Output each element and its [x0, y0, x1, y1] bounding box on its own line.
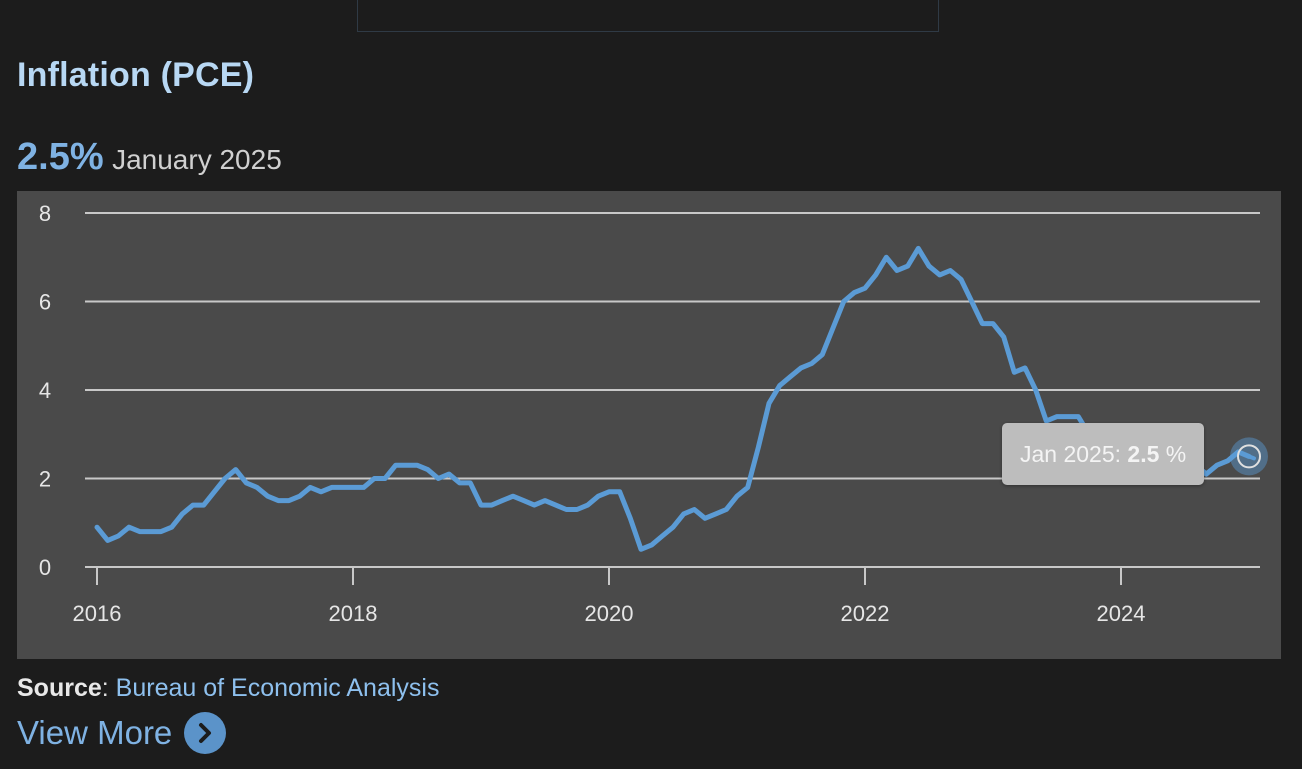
- y-tick-label: 2: [39, 467, 51, 492]
- x-axis-ticks: 2016 2018 2020 2022 2024: [73, 567, 1146, 626]
- hover-marker-group: [1230, 437, 1268, 476]
- hover-point-dash: [1242, 452, 1256, 461]
- source-link[interactable]: Bureau of Economic Analysis: [115, 674, 440, 702]
- source-line: Source: Bureau of Economic Analysis: [17, 674, 439, 703]
- x-tick-label: 2016: [73, 601, 122, 626]
- hover-point-ring: [1237, 444, 1261, 469]
- headline-value: 2.5%: [17, 136, 104, 178]
- y-axis-ticks: 0 2 4 6 8: [39, 201, 51, 580]
- source-label: Source: [17, 674, 102, 702]
- x-tick-label: 2022: [841, 601, 890, 626]
- series-group: [94, 245, 1252, 552]
- series-line-0: [94, 245, 1252, 552]
- tooltip-value: 2.5: [1127, 441, 1160, 467]
- chart-tooltip: Jan 2025: 2.5 %: [1002, 423, 1205, 485]
- view-more-label[interactable]: View More: [17, 714, 173, 751]
- source-separator: :: [101, 674, 116, 702]
- tooltip-label: Jan 2025:: [1020, 441, 1128, 467]
- y-tick-label: 6: [39, 290, 51, 315]
- tooltip-unit: %: [1159, 441, 1187, 467]
- x-tick-label: 2020: [585, 601, 634, 626]
- y-tick-label: 4: [39, 378, 51, 403]
- chevron-right-icon[interactable]: [184, 712, 227, 754]
- inflation-line-chart[interactable]: 0 2 4 6 8 2016 2018 2020 2022 2024: [17, 191, 1281, 659]
- chart-panel[interactable]: 0 2 4 6 8 2016 2018 2020 2022 2024 Jan 2025: 2.5…: [17, 191, 1281, 659]
- headline-date: January 2025: [112, 144, 282, 175]
- top-panel-edge: [357, 0, 939, 32]
- y-tick-label: 8: [39, 201, 51, 226]
- view-more-button[interactable]: View More: [17, 712, 227, 754]
- chart-grid: [85, 212, 1260, 568]
- y-tick-label: 0: [39, 555, 51, 580]
- x-tick-label: 2024: [1097, 601, 1146, 626]
- x-tick-label: 2018: [329, 601, 378, 626]
- page-title: Inflation (PCE): [17, 56, 255, 94]
- headline: 2.5% January 2025: [17, 136, 282, 179]
